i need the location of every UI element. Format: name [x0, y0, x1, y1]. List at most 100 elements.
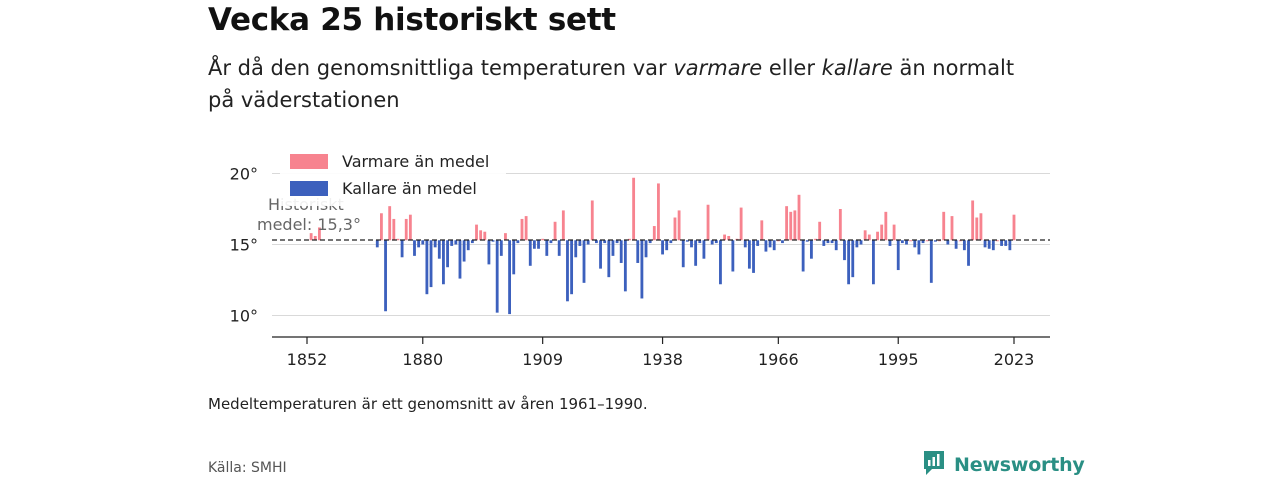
newsworthy-logo[interactable]: Newsworthy [922, 451, 1085, 479]
bar-cold [499, 240, 503, 256]
bar-cold [454, 240, 458, 245]
bar-cold [698, 240, 702, 244]
bar-cold [417, 240, 421, 248]
bar-cold [400, 240, 404, 258]
bar-warm [677, 210, 681, 241]
bar-cold [731, 240, 735, 272]
x-tick-label: 1938 [642, 350, 683, 369]
bar-warm [380, 213, 383, 241]
bar-cold [537, 240, 540, 249]
bar-cold [954, 240, 958, 249]
bar-warm [504, 233, 507, 241]
bar-warm [979, 213, 983, 241]
bar-cold [752, 240, 755, 273]
subtitle-cold-word: kallare [821, 56, 893, 80]
bar-cold [900, 240, 904, 244]
bar-cold [557, 240, 561, 256]
bar-cold [462, 240, 466, 262]
bar-cold [987, 240, 991, 249]
bar-warm [892, 224, 896, 241]
bar-warm [483, 231, 487, 241]
bar-cold [566, 240, 569, 302]
bar-cold [801, 240, 805, 272]
y-tick-label: 10° [230, 307, 258, 326]
bar-cold [1008, 240, 1012, 251]
bar-cold [888, 240, 892, 246]
legend-cold-label: Kallare än medel [342, 179, 477, 198]
bar-cold [446, 240, 449, 268]
bar-warm [706, 204, 710, 241]
chart-subtitle: År då den genomsnittliga temperaturen va… [208, 52, 1038, 116]
subtitle-warm-word: varmare [673, 56, 763, 80]
bar-cold [603, 240, 607, 244]
bar-warm [789, 211, 793, 241]
bar-cold [685, 240, 689, 242]
bar-cold [809, 240, 813, 259]
chart-title: Vecka 25 historiskt sett [208, 2, 616, 38]
bar-warm [404, 218, 408, 241]
bar-cold [768, 240, 772, 248]
x-tick-label: 1880 [402, 350, 443, 369]
bar-cold [528, 240, 532, 266]
bar-cold [545, 240, 549, 256]
bar-cold [913, 240, 917, 248]
bar-cold [665, 240, 669, 251]
bar-warm [958, 240, 962, 242]
bar-warm [942, 211, 946, 241]
bar-warm [313, 235, 317, 241]
bar-warm [797, 194, 801, 241]
bar-cold [714, 240, 718, 244]
subtitle-text-end: än normalt på väderstationen [208, 56, 1015, 112]
x-tick-label: 1995 [878, 350, 919, 369]
x-tick-label: 1852 [287, 350, 328, 369]
bar-cold [834, 240, 838, 251]
bar-warm [814, 238, 817, 241]
bar-cold [512, 240, 516, 275]
bar-cold [756, 240, 760, 246]
bar-cold [710, 240, 714, 245]
bar-cold [433, 240, 437, 248]
legend: Varmare än medel Kallare än medel [280, 146, 506, 206]
bar-cold [743, 240, 747, 248]
newsworthy-logo-text: Newsworthy [954, 454, 1085, 476]
bar-cold [851, 240, 855, 278]
bar-cold [855, 240, 859, 248]
bar-cold [644, 240, 648, 258]
bar-cold [437, 240, 441, 259]
bar-warm [541, 238, 545, 241]
bar-warm [760, 220, 764, 241]
bar-cold [661, 240, 664, 255]
bar-cold [896, 240, 900, 271]
bar-warm [880, 224, 884, 241]
bar-cold [843, 240, 846, 261]
bar-cold [917, 240, 921, 255]
bar-cold [532, 240, 536, 249]
bar-cold [921, 240, 925, 244]
bar-cold [636, 240, 640, 263]
bar-cold [570, 240, 574, 295]
bar-warm [818, 221, 822, 241]
bar-cold [450, 240, 454, 246]
bar-cold [599, 240, 602, 269]
newsworthy-logo-icon [922, 449, 946, 481]
bar-warm [392, 218, 396, 241]
bar-cold [582, 240, 586, 283]
bar-warm [938, 240, 941, 242]
y-tick-label: 15° [230, 236, 258, 255]
bar-warm [1012, 214, 1016, 241]
bar-cold [946, 240, 950, 245]
bar-warm [727, 235, 731, 241]
bar-cold [442, 240, 445, 285]
bar-warm [524, 216, 528, 241]
bar-warm [590, 200, 594, 241]
bar-cold [425, 240, 429, 295]
bar-cold [611, 240, 615, 256]
x-axis-ticks: 1852 1880 1909 1938 1966 1995 2023 [287, 337, 1035, 369]
bar-cold [962, 240, 966, 251]
bar-warm [793, 210, 797, 241]
bar-cold [578, 240, 582, 246]
x-tick-label: 2023 [994, 350, 1035, 369]
bar-warm [520, 218, 524, 241]
bar-warm [884, 211, 888, 241]
bar-warm [673, 217, 677, 241]
